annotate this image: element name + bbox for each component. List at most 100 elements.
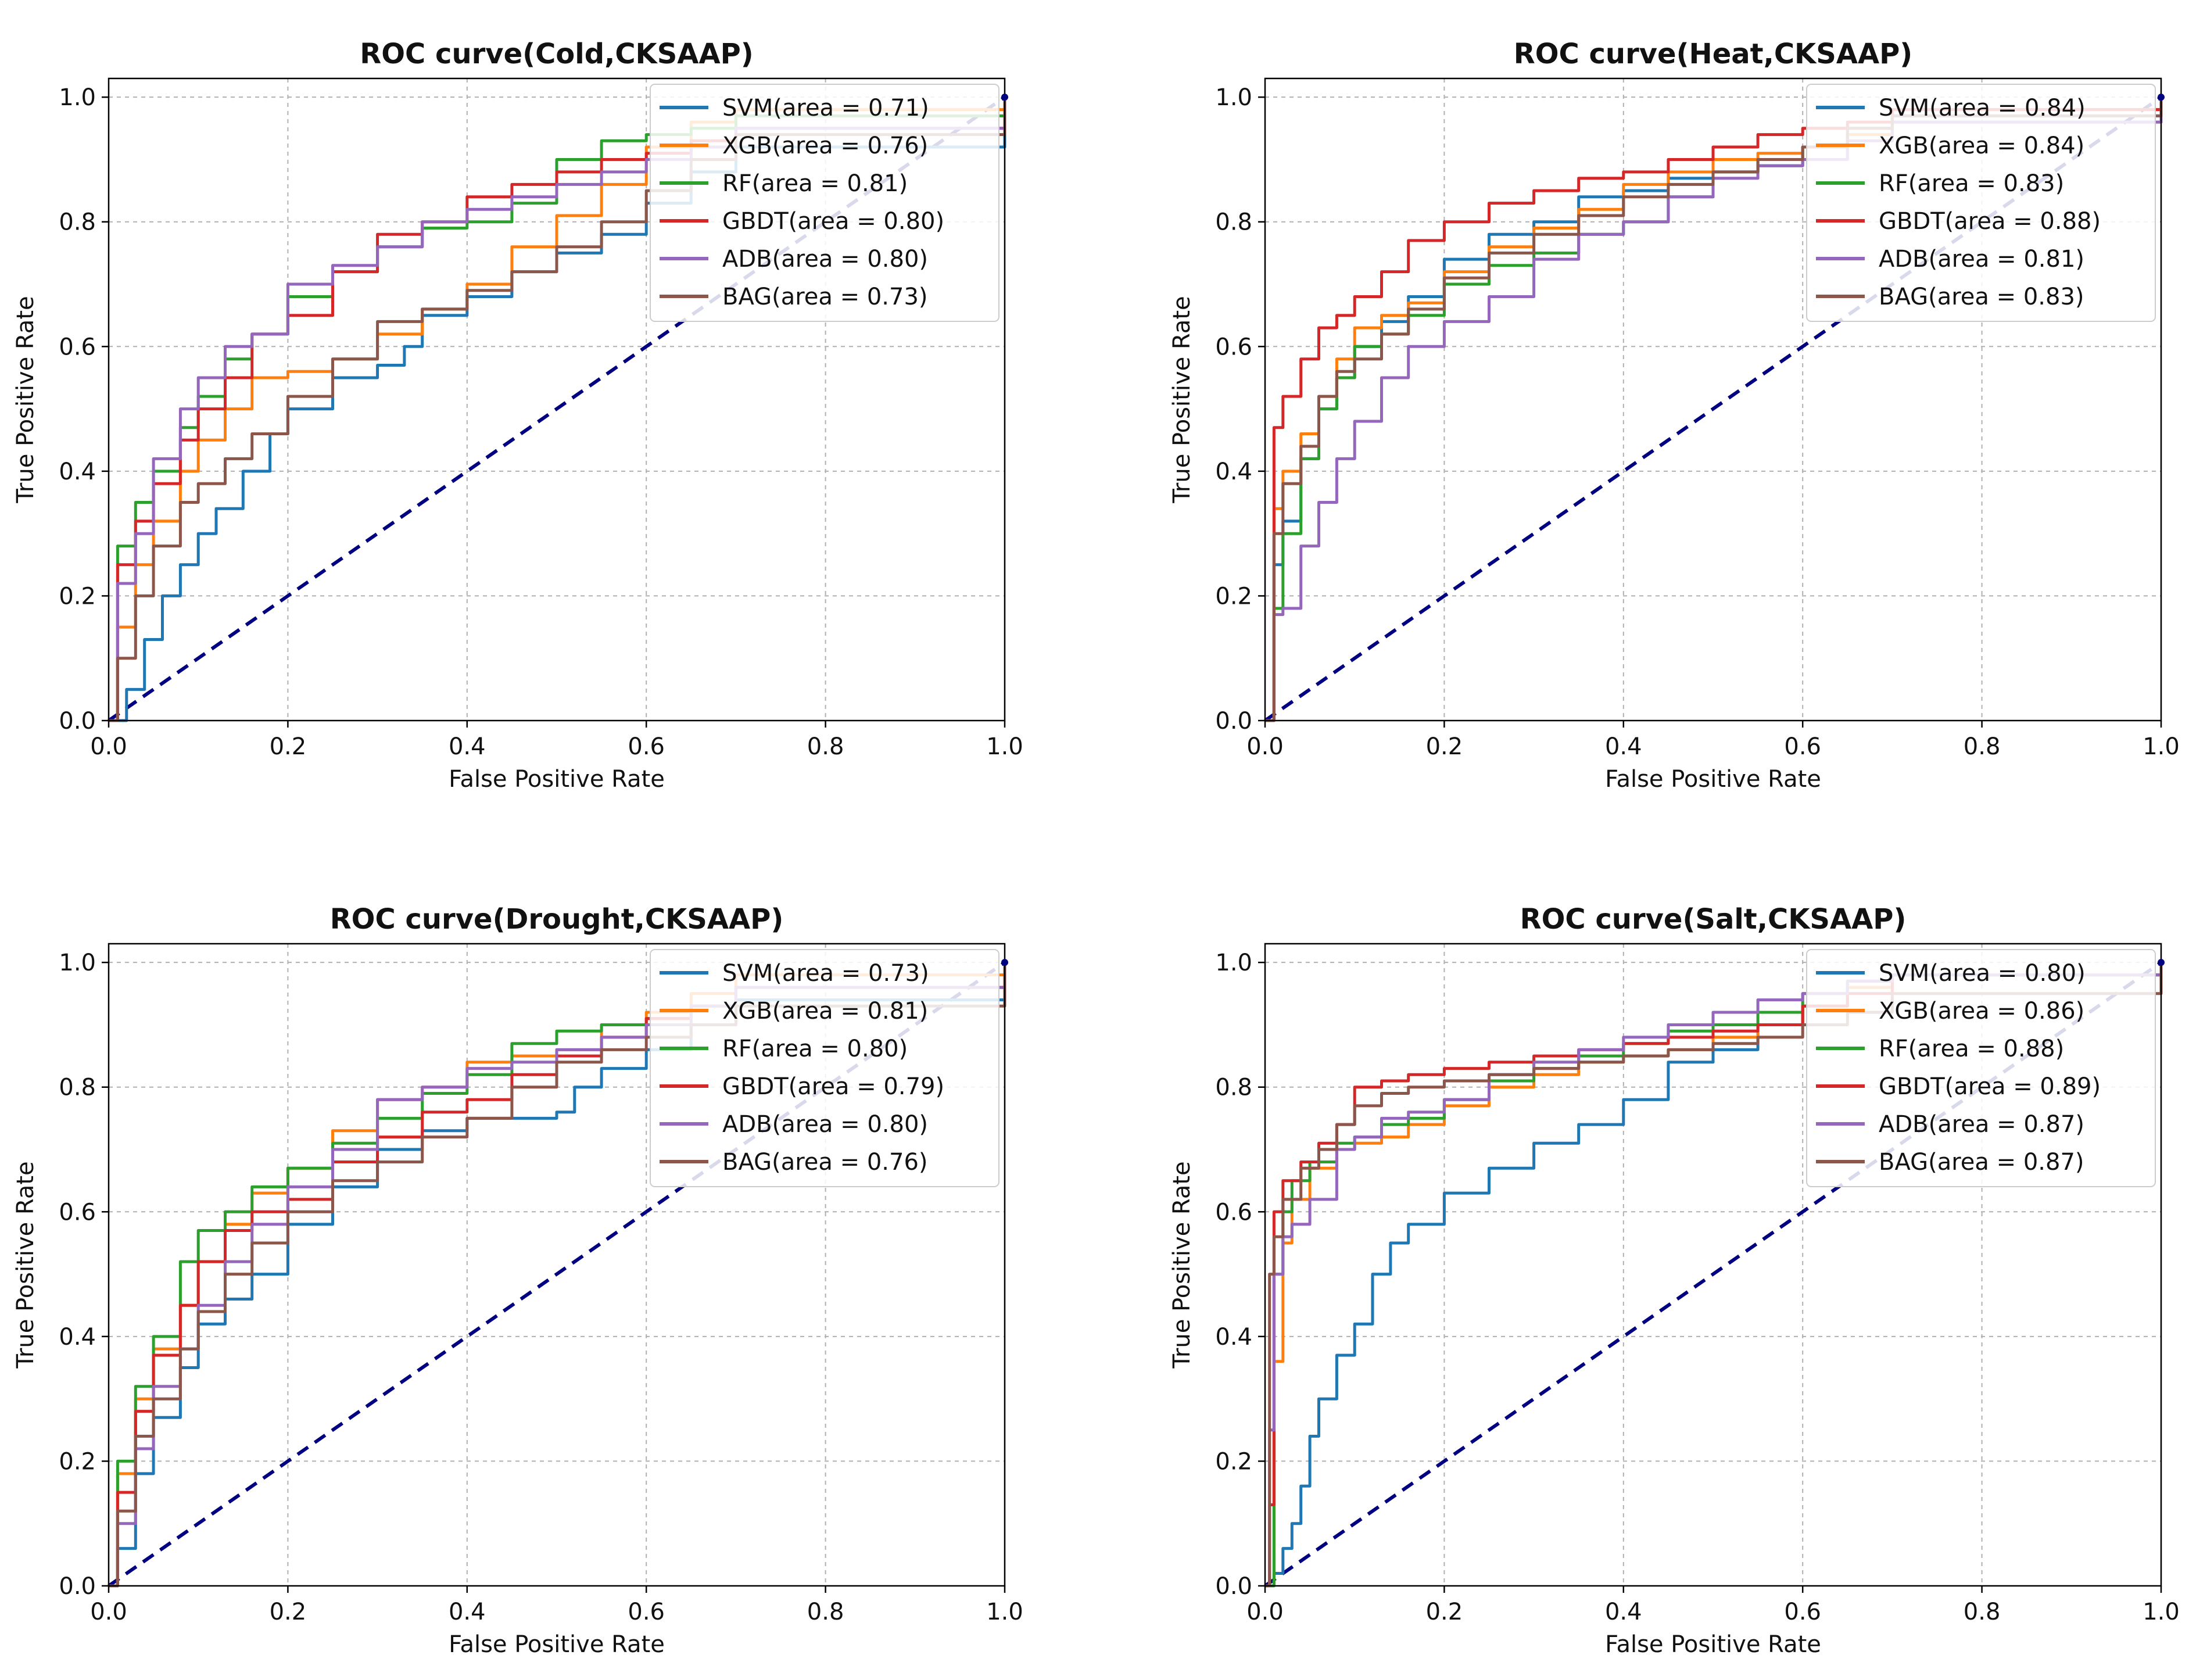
y-tick-label: 0.2 bbox=[1215, 1448, 1252, 1475]
legend-entry-rf: RF(area = 0.88) bbox=[1879, 1036, 2064, 1062]
x-axis-label: False Positive Rate bbox=[1605, 1631, 1821, 1658]
y-tick-label: 0.8 bbox=[59, 1074, 96, 1101]
x-tick-label: 0.4 bbox=[449, 733, 486, 760]
x-tick-label: 1.0 bbox=[986, 1599, 1023, 1625]
x-tick-label: 0.2 bbox=[270, 733, 307, 760]
legend-entry-bag: BAG(area = 0.87) bbox=[1879, 1149, 2084, 1176]
y-tick-label: 1.0 bbox=[59, 84, 96, 111]
series-line-gbdt bbox=[1265, 97, 2163, 722]
x-tick-label: 0.2 bbox=[1426, 733, 1463, 760]
chart-title: ROC curve(Cold,CKSAAP) bbox=[360, 38, 753, 70]
panel-heat: ROC curve(Heat,CKSAAP) 0.0 0.2 0.4 0.6 0.8 1.0… bbox=[1169, 38, 2180, 793]
y-tick-label: 0.0 bbox=[59, 1573, 96, 1600]
legend-entry-xgb: XGB(area = 0.86) bbox=[1879, 998, 2084, 1025]
series-line-bag bbox=[1265, 97, 2163, 722]
legend-entry-gbdt: GBDT(area = 0.80) bbox=[722, 208, 944, 235]
series-line-gbdt bbox=[109, 97, 1006, 722]
y-tick-label: 0.4 bbox=[1215, 458, 1252, 485]
series-line-bag bbox=[109, 962, 1006, 1588]
x-tick-label: 0.8 bbox=[1964, 1599, 2001, 1625]
legend: SVM(area = 0.73) XGB(area = 0.81) RF(area … bbox=[650, 949, 999, 1187]
y-axis-label: True Positive Rate bbox=[12, 296, 39, 503]
plot-frame bbox=[1264, 77, 2162, 722]
chart-title: ROC curve(Heat,CKSAAP) bbox=[1514, 38, 1912, 70]
x-tick-label: 1.0 bbox=[2143, 733, 2180, 760]
x-tick-label: 0.6 bbox=[1784, 1599, 1821, 1625]
endpoint-marker bbox=[1001, 959, 1008, 966]
plot-frame bbox=[108, 77, 1006, 722]
endpoint-marker bbox=[2158, 959, 2165, 966]
legend-entry-svm: SVM(area = 0.73) bbox=[722, 960, 929, 987]
y-tick-label: 0.0 bbox=[1215, 1573, 1252, 1600]
y-tick-label: 0.2 bbox=[59, 583, 96, 610]
x-tick-label: 0.2 bbox=[1426, 1599, 1463, 1625]
x-tick-label: 0.6 bbox=[628, 1599, 665, 1625]
panel-salt: ROC curve(Salt,CKSAAP) 0.0 0.2 0.4 0.6 0.8 1.0… bbox=[1169, 903, 2180, 1658]
x-tick-label: 0.8 bbox=[807, 1599, 844, 1625]
legend-entry-adb: ADB(area = 0.80) bbox=[722, 1111, 928, 1138]
legend-box bbox=[1806, 84, 2156, 322]
x-tick-label: 0.8 bbox=[1964, 733, 2001, 760]
x-tick-label: 0.4 bbox=[1605, 1599, 1642, 1625]
chart-title: ROC curve(Salt,CKSAAP) bbox=[1520, 903, 1907, 936]
y-tick-label: 1.0 bbox=[59, 950, 96, 976]
series-line-bag bbox=[109, 97, 1006, 722]
legend-entry-rf: RF(area = 0.80) bbox=[722, 1036, 908, 1062]
x-tick-label: 0.0 bbox=[90, 733, 127, 760]
x-tick-label: 0.0 bbox=[90, 1599, 127, 1625]
legend-entry-gbdt: GBDT(area = 0.88) bbox=[1879, 208, 2101, 235]
y-tick-label: 0.0 bbox=[1215, 708, 1252, 735]
plot-frame bbox=[108, 943, 1006, 1587]
y-tick-label: 0.4 bbox=[1215, 1324, 1252, 1351]
legend-entry-bag: BAG(area = 0.73) bbox=[722, 284, 928, 310]
legend-entry-svm: SVM(area = 0.84) bbox=[1879, 95, 2086, 121]
series-line-adb bbox=[109, 97, 1006, 722]
y-tick-label: 0.4 bbox=[59, 1324, 96, 1351]
legend-entry-gbdt: GBDT(area = 0.79) bbox=[722, 1073, 944, 1100]
x-tick-label: 1.0 bbox=[986, 733, 1023, 760]
y-axis-label: True Positive Rate bbox=[1169, 1161, 1195, 1369]
legend: SVM(area = 0.80) XGB(area = 0.86) RF(area … bbox=[1806, 949, 2156, 1187]
endpoint-marker bbox=[1001, 94, 1008, 101]
legend-entry-adb: ADB(area = 0.87) bbox=[1879, 1111, 2084, 1138]
x-tick-label: 0.2 bbox=[270, 1599, 307, 1625]
x-axis-label: False Positive Rate bbox=[1605, 766, 1821, 793]
panel-drought: ROC curve(Drought,CKSAAP) 0.0 0.2 0.4 0.6 0.8… bbox=[12, 903, 1023, 1658]
legend: SVM(area = 0.84) XGB(area = 0.84) RF(area … bbox=[1806, 84, 2156, 322]
chart-title: ROC curve(Drought,CKSAAP) bbox=[330, 903, 784, 936]
y-tick-label: 0.0 bbox=[59, 708, 96, 735]
x-axis-label: False Positive Rate bbox=[449, 1631, 665, 1658]
legend-entry-adb: ADB(area = 0.81) bbox=[1879, 246, 2084, 273]
x-tick-label: 0.4 bbox=[1605, 733, 1642, 760]
legend-entry-rf: RF(area = 0.81) bbox=[722, 170, 908, 197]
y-tick-label: 0.8 bbox=[1215, 1074, 1252, 1101]
y-tick-label: 0.4 bbox=[59, 458, 96, 485]
legend: SVM(area = 0.71) XGB(area = 0.76) RF(area … bbox=[650, 84, 999, 322]
series-line-bag bbox=[1265, 962, 2163, 1588]
legend-entry-xgb: XGB(area = 0.76) bbox=[722, 132, 928, 159]
legend-entry-svm: SVM(area = 0.80) bbox=[1879, 960, 2086, 987]
plot-frame bbox=[1264, 943, 2162, 1587]
y-tick-label: 0.6 bbox=[59, 1199, 96, 1226]
x-tick-label: 0.6 bbox=[628, 733, 665, 760]
legend-entry-bag: BAG(area = 0.76) bbox=[722, 1149, 928, 1176]
legend-entry-xgb: XGB(area = 0.81) bbox=[722, 998, 928, 1025]
y-tick-label: 0.6 bbox=[1215, 1199, 1252, 1226]
series-line-adb bbox=[1265, 962, 2163, 1588]
x-tick-label: 0.0 bbox=[1246, 1599, 1284, 1625]
legend-box bbox=[1806, 949, 2156, 1187]
x-axis-label: False Positive Rate bbox=[449, 766, 665, 793]
endpoint-marker bbox=[2158, 94, 2165, 101]
legend-entry-gbdt: GBDT(area = 0.89) bbox=[1879, 1073, 2101, 1100]
y-tick-label: 0.6 bbox=[1215, 334, 1252, 360]
legend-entry-rf: RF(area = 0.83) bbox=[1879, 170, 2064, 197]
legend-box bbox=[650, 84, 999, 322]
y-tick-label: 0.6 bbox=[59, 334, 96, 360]
y-tick-label: 0.2 bbox=[1215, 583, 1252, 610]
y-axis-label: True Positive Rate bbox=[1169, 296, 1195, 503]
y-tick-label: 0.8 bbox=[1215, 209, 1252, 236]
legend-entry-svm: SVM(area = 0.71) bbox=[722, 95, 929, 121]
y-tick-label: 0.8 bbox=[59, 209, 96, 236]
legend-entry-xgb: XGB(area = 0.84) bbox=[1879, 132, 2084, 159]
legend-box bbox=[650, 949, 999, 1187]
